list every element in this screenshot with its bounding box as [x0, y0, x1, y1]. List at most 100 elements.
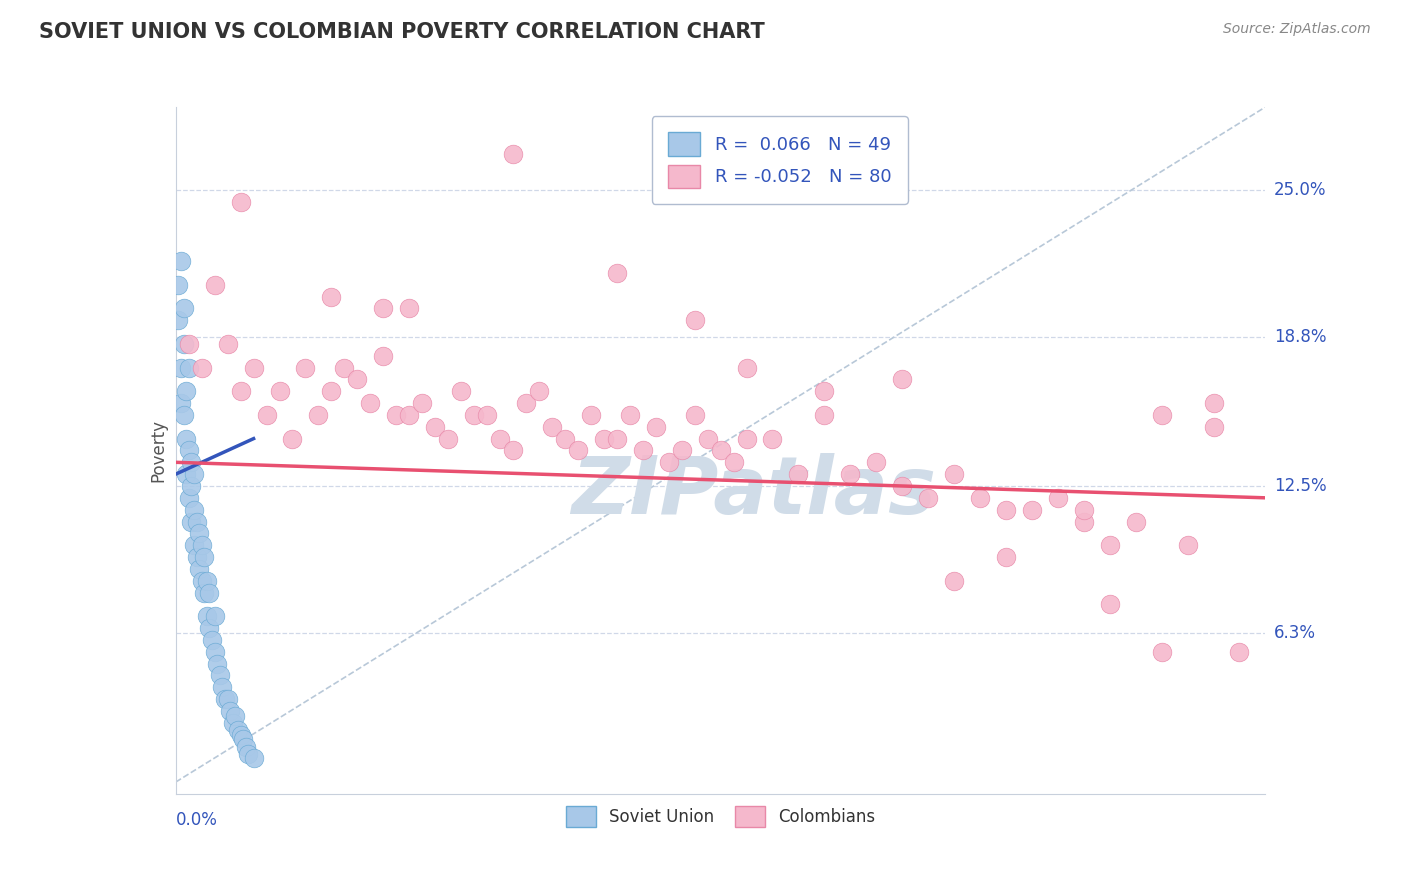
Point — [683, 408, 706, 422]
Point — [174, 467, 197, 482]
Point — [173, 337, 195, 351]
Legend: Soviet Union, Colombians: Soviet Union, Colombians — [560, 799, 882, 834]
Point — [193, 549, 215, 564]
Point — [222, 715, 245, 730]
Point — [321, 384, 343, 399]
Point — [208, 668, 231, 682]
Point — [1177, 538, 1199, 552]
Point — [671, 443, 693, 458]
Point — [346, 372, 368, 386]
Point — [683, 313, 706, 327]
Point — [567, 443, 589, 458]
Point — [195, 609, 218, 624]
Point — [619, 408, 641, 422]
Point — [631, 443, 654, 458]
Point — [224, 708, 246, 723]
Point — [1021, 502, 1043, 516]
Point — [174, 432, 197, 446]
Point — [167, 313, 190, 327]
Point — [891, 372, 914, 386]
Point — [242, 360, 264, 375]
Point — [173, 301, 195, 316]
Point — [256, 408, 278, 422]
Point — [658, 455, 681, 469]
Point — [183, 502, 205, 516]
Text: ZIPatlas: ZIPatlas — [571, 452, 936, 531]
Point — [1150, 645, 1173, 659]
Text: 12.5%: 12.5% — [1274, 477, 1327, 495]
Text: 18.8%: 18.8% — [1274, 327, 1327, 346]
Point — [644, 419, 666, 434]
Point — [891, 479, 914, 493]
Point — [943, 467, 966, 482]
Point — [190, 574, 212, 588]
Point — [1125, 515, 1147, 529]
Point — [1202, 419, 1225, 434]
Point — [183, 467, 205, 482]
Point — [186, 549, 208, 564]
Point — [217, 337, 239, 351]
Point — [813, 408, 835, 422]
Point — [180, 455, 202, 469]
Text: 6.3%: 6.3% — [1274, 624, 1316, 642]
Point — [207, 657, 229, 671]
Point — [502, 147, 524, 161]
Point — [502, 443, 524, 458]
Text: 0.0%: 0.0% — [176, 811, 218, 829]
Point — [198, 585, 221, 599]
Point — [787, 467, 810, 482]
Point — [450, 384, 472, 399]
Y-axis label: Poverty: Poverty — [149, 419, 167, 482]
Point — [177, 443, 200, 458]
Point — [321, 289, 343, 303]
Point — [217, 692, 239, 706]
Point — [373, 301, 395, 316]
Point — [592, 432, 614, 446]
Point — [463, 408, 485, 422]
Point — [735, 432, 758, 446]
Point — [735, 360, 758, 375]
Point — [411, 396, 433, 410]
Point — [188, 526, 211, 541]
Point — [307, 408, 329, 422]
Point — [269, 384, 291, 399]
Point — [235, 739, 257, 754]
Point — [606, 266, 628, 280]
Point — [1073, 515, 1095, 529]
Point — [214, 692, 236, 706]
Point — [180, 479, 202, 493]
Point — [173, 408, 195, 422]
Point — [723, 455, 745, 469]
Point — [813, 384, 835, 399]
Point — [696, 432, 718, 446]
Point — [188, 562, 211, 576]
Point — [489, 432, 512, 446]
Point — [943, 574, 966, 588]
Point — [1098, 598, 1121, 612]
Point — [475, 408, 498, 422]
Point — [232, 732, 254, 747]
Point — [554, 76, 576, 90]
Point — [541, 419, 564, 434]
Point — [554, 432, 576, 446]
Point — [1229, 645, 1251, 659]
Point — [170, 254, 193, 268]
Point — [226, 723, 249, 737]
Point — [385, 408, 408, 422]
Point — [229, 728, 252, 742]
Point — [238, 747, 260, 761]
Point — [1202, 396, 1225, 410]
Point — [425, 419, 447, 434]
Point — [294, 360, 316, 375]
Point — [917, 491, 939, 505]
Point — [177, 491, 200, 505]
Point — [177, 360, 200, 375]
Point — [204, 645, 226, 659]
Point — [1073, 502, 1095, 516]
Point — [186, 515, 208, 529]
Point — [281, 432, 304, 446]
Point — [373, 349, 395, 363]
Point — [204, 609, 226, 624]
Point — [193, 585, 215, 599]
Point — [969, 491, 991, 505]
